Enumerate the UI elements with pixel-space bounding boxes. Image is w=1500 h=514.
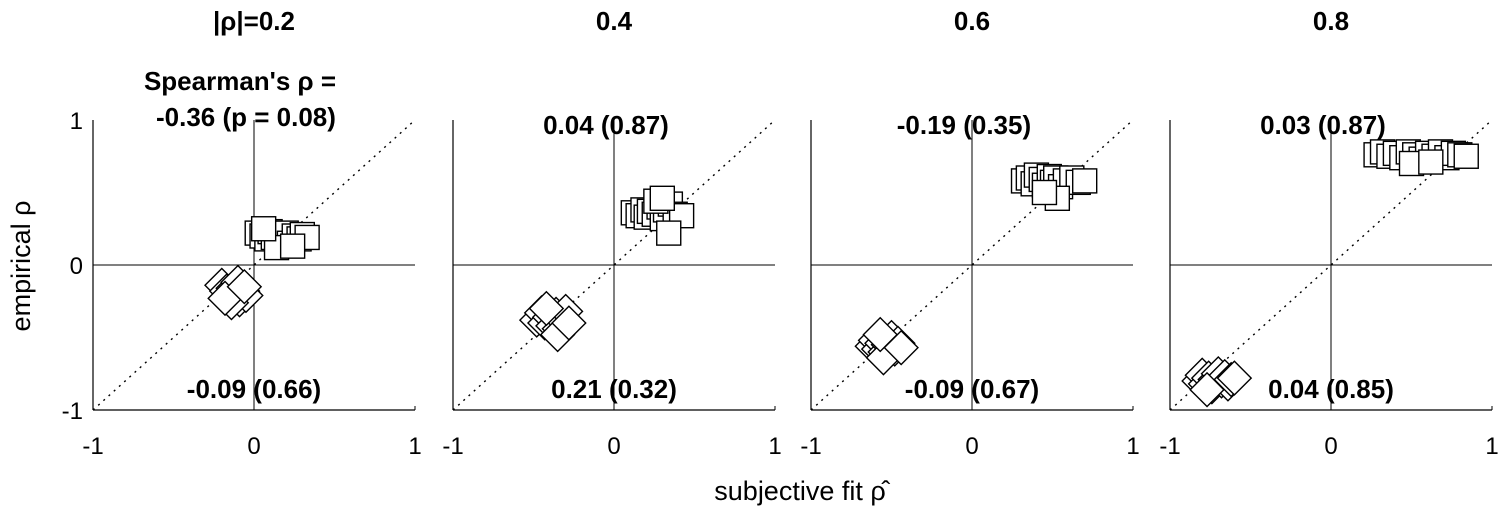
annotation-bottom: 0.04 (0.85) <box>1268 374 1394 404</box>
diamond-marker <box>551 305 587 341</box>
x-tick-label: 1 <box>408 433 421 460</box>
annotation-top: 0.03 (0.87) <box>1260 110 1386 140</box>
panel-title: 0.6 <box>954 6 990 36</box>
y-tick-label: 1 <box>70 108 83 135</box>
y-tick-label: -1 <box>62 398 83 425</box>
y-axis-label: empirical ρ <box>6 201 36 332</box>
annotation-bottom: -0.09 (0.67) <box>905 374 1039 404</box>
diamond-marker <box>1189 371 1225 408</box>
x-tick-label: 0 <box>607 433 620 460</box>
square-marker <box>1071 168 1098 194</box>
square-marker <box>1453 143 1479 169</box>
y-tick-label: 0 <box>70 253 83 280</box>
annotation-bottom: 0.21 (0.32) <box>551 374 677 404</box>
panel-4: -1 0 1 0.8 0.03 (0.87) 0.04 (0.85) <box>1159 6 1498 460</box>
x-tick-label: 0 <box>965 433 978 460</box>
panel-title: 0.8 <box>1313 6 1349 36</box>
x-tick-label: -1 <box>82 433 103 460</box>
square-marker <box>656 220 682 246</box>
x-tick-label: -1 <box>1159 433 1180 460</box>
panel-3: -1 0 1 0.6 -0.19 (0.35) -0.09 (0.67) <box>800 6 1139 460</box>
diamond-marker <box>1216 360 1253 396</box>
spearman-header: Spearman's ρ = <box>144 66 336 96</box>
annotation-top: -0.36 (p = 0.08) <box>156 102 336 132</box>
x-tick-label: -1 <box>442 433 463 460</box>
panels: -1 0 1 1 0 -1 |ρ|=0.2 Spearman's ρ = -0.36 (p = … <box>62 6 1499 460</box>
annotation-top: -0.19 (0.35) <box>897 110 1031 140</box>
x-axis-label: subjective fit ρ̂ <box>714 476 890 506</box>
x-tick-label: -1 <box>800 433 821 460</box>
x-tick-label: 1 <box>768 433 781 460</box>
panel-title: |ρ|=0.2 <box>213 6 295 36</box>
annotation-top: 0.04 (0.87) <box>543 110 669 140</box>
panel-2: -1 0 1 0.4 0.04 (0.87) 0.21 (0.32) <box>442 6 781 460</box>
panel-title: 0.4 <box>596 6 633 36</box>
diamond-marker <box>528 290 565 327</box>
x-tick-label: 1 <box>1126 433 1139 460</box>
annotation-bottom: -0.09 (0.66) <box>187 374 321 404</box>
x-tick-label: 0 <box>247 433 260 460</box>
square-marker <box>649 185 675 212</box>
diamond-marker <box>862 316 899 353</box>
square-marker <box>250 216 277 242</box>
square-marker <box>1418 149 1444 175</box>
panel-1: -1 0 1 1 0 -1 |ρ|=0.2 Spearman's ρ = -0.36 (p = … <box>62 6 422 460</box>
square-marker <box>279 233 306 259</box>
x-tick-label: 1 <box>1485 433 1498 460</box>
square-marker <box>1031 179 1058 206</box>
diamond-marker <box>226 268 263 305</box>
x-tick-label: 0 <box>1324 433 1337 460</box>
